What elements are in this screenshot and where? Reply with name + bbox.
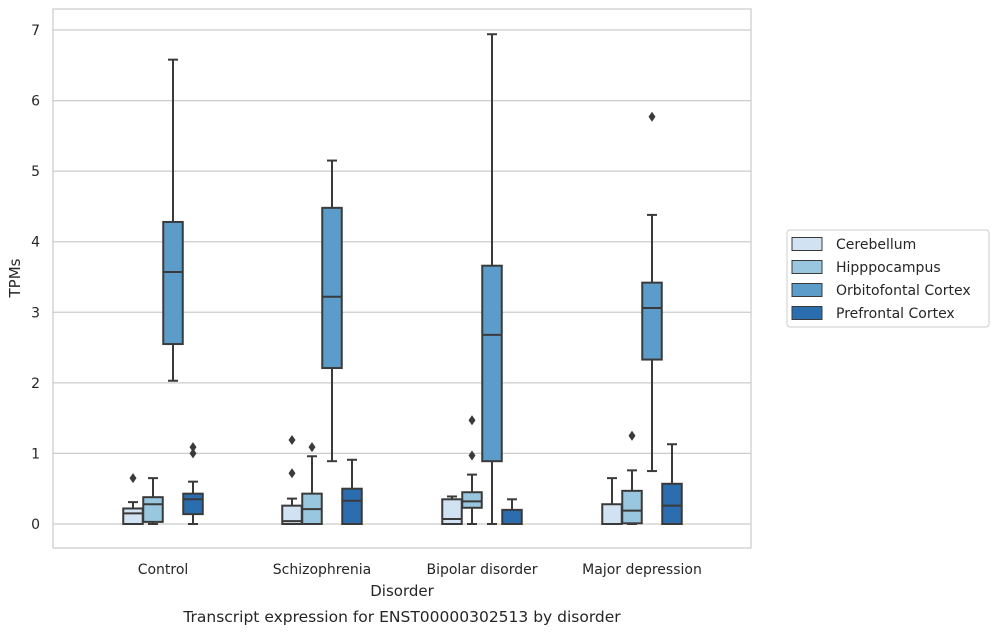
box (641, 281, 663, 361)
box (162, 220, 184, 346)
legend-swatch (791, 283, 823, 297)
box-group (621, 430, 643, 525)
y-axis-label: TPMs (6, 258, 24, 298)
legend-swatch (791, 306, 823, 320)
box-group (162, 58, 184, 382)
y-tick-label: 6 (31, 94, 40, 110)
box (461, 491, 483, 509)
box (601, 503, 623, 525)
box (621, 489, 643, 525)
legend-label: Cerebellum (836, 237, 916, 253)
outlier-point (308, 442, 316, 453)
outlier-point (288, 435, 296, 446)
outlier-point (468, 450, 476, 461)
legend-label: Prefrontal Cortex (836, 306, 955, 322)
y-tick-labels: 0 1 2 3 4 5 6 7 (31, 23, 40, 533)
legend-items: Cerebellum Hipppocampus Orbitofontal Corte… (791, 237, 971, 322)
box-group (481, 33, 503, 525)
box-group (661, 443, 683, 526)
outlier-point (129, 473, 137, 484)
boxes (122, 33, 683, 526)
chart-caption: Transcript expression for ENST0000030251… (182, 608, 621, 626)
x-tick-labels: Control Schizophrenia Bipolar disorder Majo… (138, 562, 702, 578)
box-group (441, 495, 463, 525)
legend-item: Cerebellum (791, 237, 916, 253)
box-group (601, 477, 623, 525)
x-tick-label: Major depression (582, 562, 702, 578)
x-axis-label: Disorder (370, 582, 434, 600)
box (661, 482, 683, 526)
box-group (321, 159, 343, 463)
outlier-point (648, 111, 656, 122)
outlier-point (288, 468, 296, 479)
y-tick-label: 2 (31, 376, 40, 392)
legend-frame (786, 229, 990, 328)
y-tick-label: 7 (31, 23, 40, 39)
y-tick-label: 3 (31, 305, 40, 321)
outlier-point (189, 442, 197, 453)
box-group (461, 415, 483, 525)
box-group (341, 458, 363, 526)
outlier-point (189, 448, 197, 459)
outlier-point (628, 430, 636, 441)
legend: Cerebellum Hipppocampus Orbitofontal Corte… (786, 229, 990, 328)
x-tick-label: Schizophrenia (273, 562, 371, 578)
x-tick-label: Control (138, 562, 189, 578)
box (182, 492, 204, 516)
y-tick-label: 4 (31, 235, 40, 251)
legend-label: Orbitofontal Cortex (836, 283, 971, 299)
legend-item: Prefrontal Cortex (791, 306, 955, 322)
legend-item: Hipppocampus (791, 260, 941, 276)
outlier-point (468, 415, 476, 426)
y-tick-label: 0 (31, 517, 40, 533)
box-group (301, 442, 323, 526)
box-group (641, 111, 663, 473)
box (142, 496, 164, 523)
box-group (501, 498, 523, 525)
legend-swatch (791, 260, 823, 274)
box-group (182, 442, 204, 525)
box (341, 487, 363, 526)
plot-frame (52, 8, 752, 549)
y-tick-label: 1 (31, 446, 40, 462)
box (481, 264, 503, 463)
legend-item: Orbitofontal Cortex (791, 283, 971, 299)
box (501, 508, 523, 525)
y-tick-label: 5 (31, 164, 40, 180)
x-tick-label: Bipolar disorder (426, 562, 537, 578)
box-group (142, 477, 164, 525)
box (122, 507, 144, 525)
box (441, 498, 463, 525)
legend-swatch (791, 237, 823, 251)
box (321, 206, 343, 370)
legend-label: Hipppocampus (836, 260, 941, 276)
